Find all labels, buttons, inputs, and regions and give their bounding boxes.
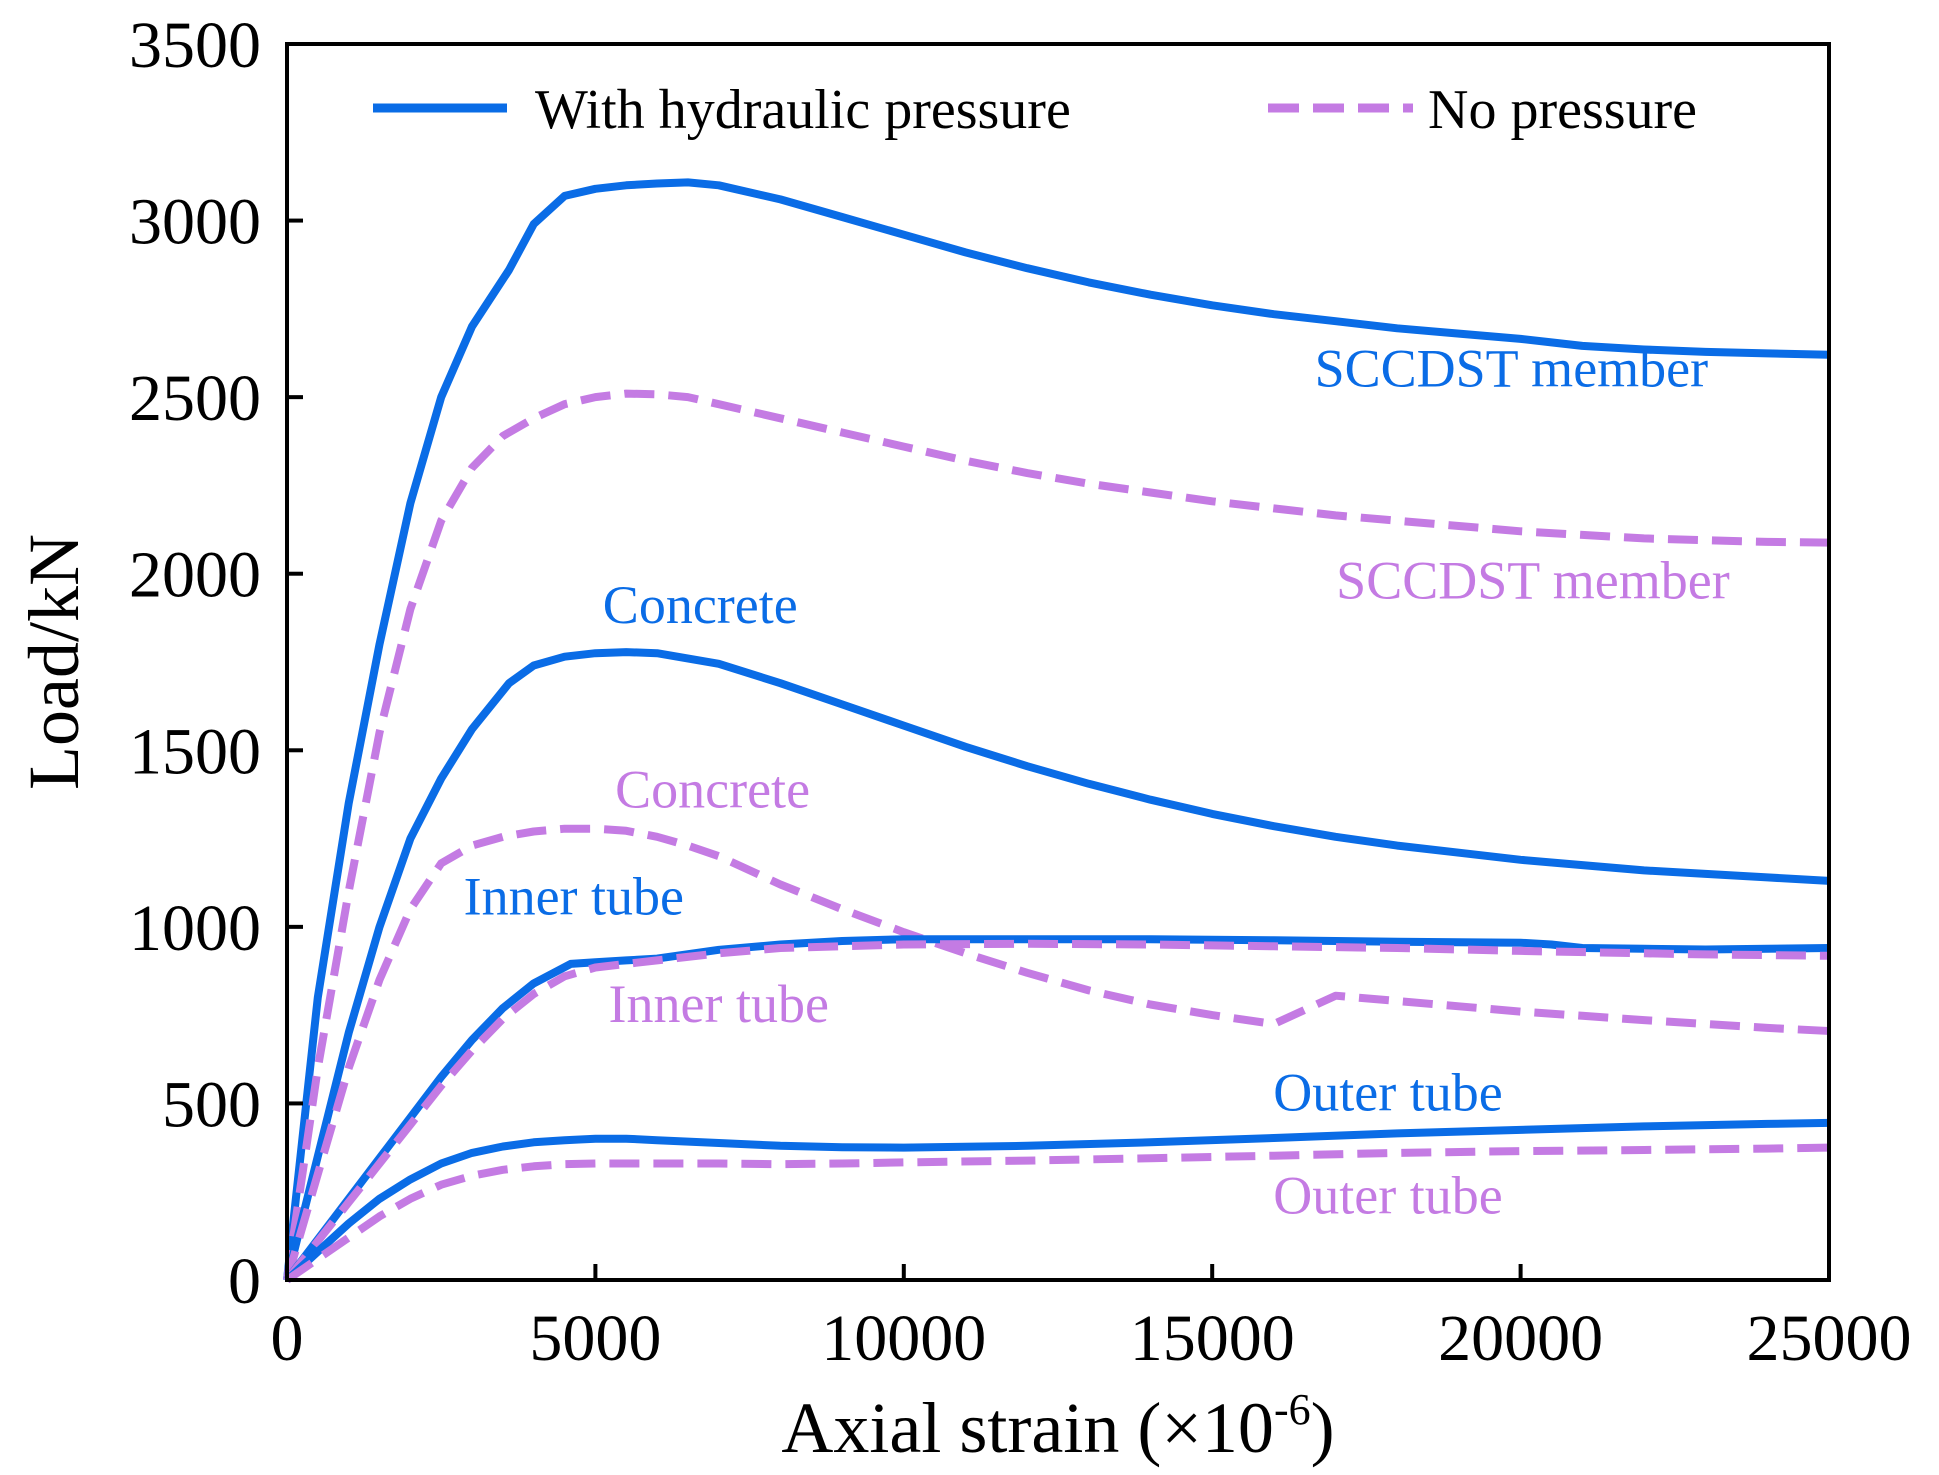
- series-group: [283, 178, 1830, 1284]
- annotation-concrete: Concrete: [615, 759, 810, 819]
- y-tick-label: 2500: [129, 362, 261, 435]
- x-axis-title: Axial strain (×10-6): [781, 1385, 1334, 1468]
- y-tick-label: 1500: [129, 715, 261, 788]
- series-line-sccdst-member-no-pressure: [283, 389, 1830, 1281]
- axes: 0 5000 10000 15000 20000 25000 0 500 1000 1500 200…: [129, 9, 1912, 1375]
- series-line-inner-tube-no-pressure: [283, 939, 1830, 1283]
- x-axis-title-close: ): [1311, 1388, 1335, 1468]
- y-tick-label: 2000: [129, 539, 261, 612]
- legend-label-no-pressure: No pressure: [1428, 79, 1697, 141]
- series-line-outer-tube-no-pressure: [284, 1143, 1830, 1284]
- y-axis-title: Load/kN: [14, 534, 94, 790]
- legend: With hydraulic pressure No pressure: [373, 79, 1697, 141]
- y-tick-label: 0: [228, 1245, 261, 1318]
- legend-label-with-pressure: With hydraulic pressure: [535, 79, 1071, 141]
- x-tick-label: 15000: [1130, 1302, 1295, 1375]
- series-line-concrete-with-pressure: [283, 648, 1830, 1281]
- x-tick-label: 20000: [1438, 1302, 1603, 1375]
- annotation-outer-tube: Outer tube: [1273, 1166, 1502, 1226]
- y-tick-label: 500: [162, 1068, 261, 1141]
- y-tick-label: 3500: [129, 9, 261, 82]
- x-tick-label: 5000: [529, 1302, 661, 1375]
- x-tick-label: 0: [271, 1302, 304, 1375]
- annotation-inner-tube: Inner tube: [464, 866, 684, 926]
- annotation-concrete: Concrete: [603, 575, 798, 635]
- x-axis-title-main: Axial strain (×10: [781, 1388, 1274, 1468]
- annotations: SCCDST member SCCDST member Concrete Concre…: [464, 339, 1730, 1226]
- annotation-outer-tube: Outer tube: [1273, 1062, 1502, 1122]
- x-tick-label: 25000: [1747, 1302, 1912, 1375]
- annotation-inner-tube: Inner tube: [609, 974, 829, 1034]
- series-line-concrete-no-pressure: [283, 824, 1830, 1282]
- annotation-sccdst-member: SCCDST member: [1315, 339, 1709, 399]
- y-tick-label: 3000: [129, 186, 261, 259]
- series-line-outer-tube-with-pressure: [284, 1118, 1830, 1283]
- annotation-sccdst-member: SCCDST member: [1336, 550, 1730, 610]
- series-line-sccdst-member-with-pressure: [283, 178, 1830, 1281]
- x-tick-label: 10000: [821, 1302, 986, 1375]
- y-tick-label: 1000: [129, 892, 261, 965]
- x-axis-title-exponent: -6: [1274, 1385, 1311, 1434]
- plot-frame: [285, 42, 1831, 1282]
